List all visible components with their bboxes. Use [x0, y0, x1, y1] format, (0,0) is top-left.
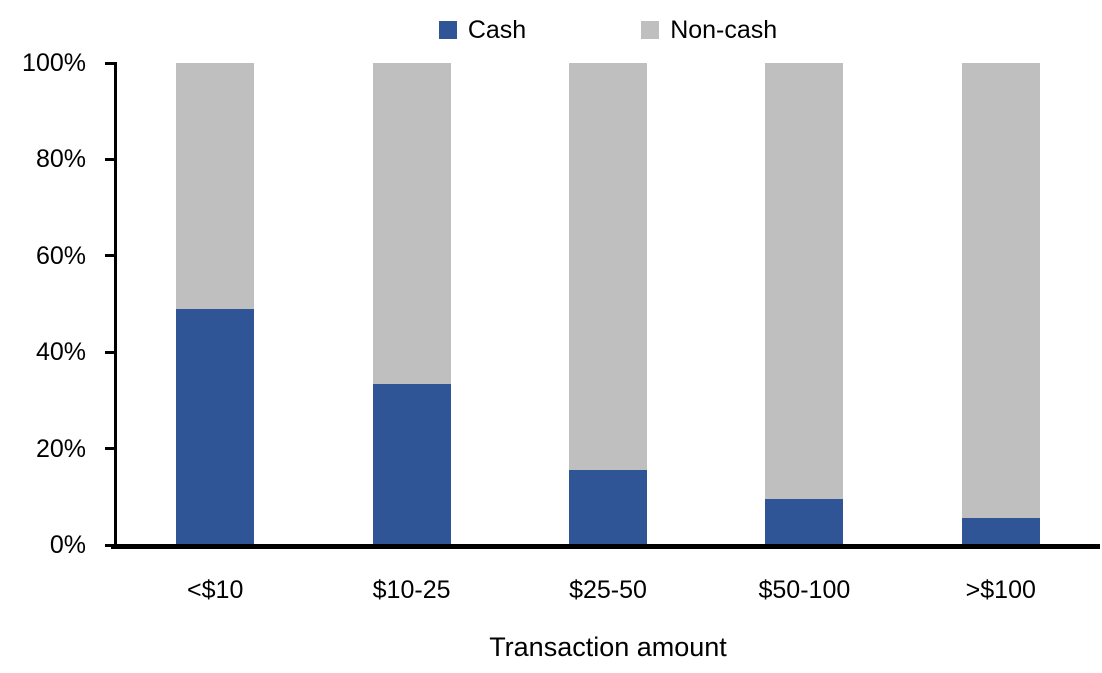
cash-segment: [569, 470, 647, 545]
cash-segment: [961, 518, 1040, 545]
y-tick-label: 100%: [22, 49, 86, 77]
noncash-segment: [176, 63, 255, 309]
y-tick: [105, 61, 117, 65]
x-category-label: <$10: [187, 576, 244, 604]
noncash-segment: [569, 63, 647, 471]
bar-column-2: [372, 63, 451, 545]
x-axis-line: [111, 544, 1100, 549]
bar-column-5: [961, 63, 1040, 545]
y-tick: [105, 350, 117, 354]
y-tick: [105, 447, 117, 451]
bar-column-3: [569, 63, 647, 545]
x-category-label: $25-50: [569, 576, 647, 604]
x-category-label: >$100: [965, 576, 1036, 604]
legend-item-noncash: Non-cash: [641, 10, 777, 50]
bar-column-4: [765, 63, 844, 545]
y-tick-label: 80%: [35, 145, 86, 174]
noncash-segment: [372, 63, 451, 384]
y-tick-label: 40%: [35, 338, 86, 367]
plot-area: [105, 61, 1099, 547]
cash-segment: [765, 499, 844, 545]
noncash-segment: [765, 63, 844, 500]
y-tick: [105, 157, 117, 161]
y-tick-label: 60%: [35, 241, 86, 270]
y-tick: [105, 254, 117, 258]
cash-segment: [372, 383, 451, 545]
y-tick-label: 0%: [49, 531, 86, 559]
bar-column-1: [176, 63, 255, 545]
legend-item-cash: Cash: [438, 10, 527, 50]
y-axis-line: [114, 63, 117, 547]
y-tick-label: 20%: [35, 434, 86, 463]
cash-legend-label: Cash: [467, 16, 527, 44]
noncash-legend-label: Non-cash: [670, 16, 778, 44]
cash-segment: [176, 308, 255, 545]
x-category-label: $50-100: [758, 576, 851, 604]
x-category-label: $10-25: [372, 576, 451, 604]
chart-legend: Cash Non-cash: [117, 10, 1099, 50]
cash-legend-swatch-icon: [438, 21, 457, 39]
x-axis-title: Transaction amount: [489, 632, 727, 662]
noncash-legend-swatch-icon: [641, 21, 660, 39]
noncash-segment: [961, 63, 1040, 519]
